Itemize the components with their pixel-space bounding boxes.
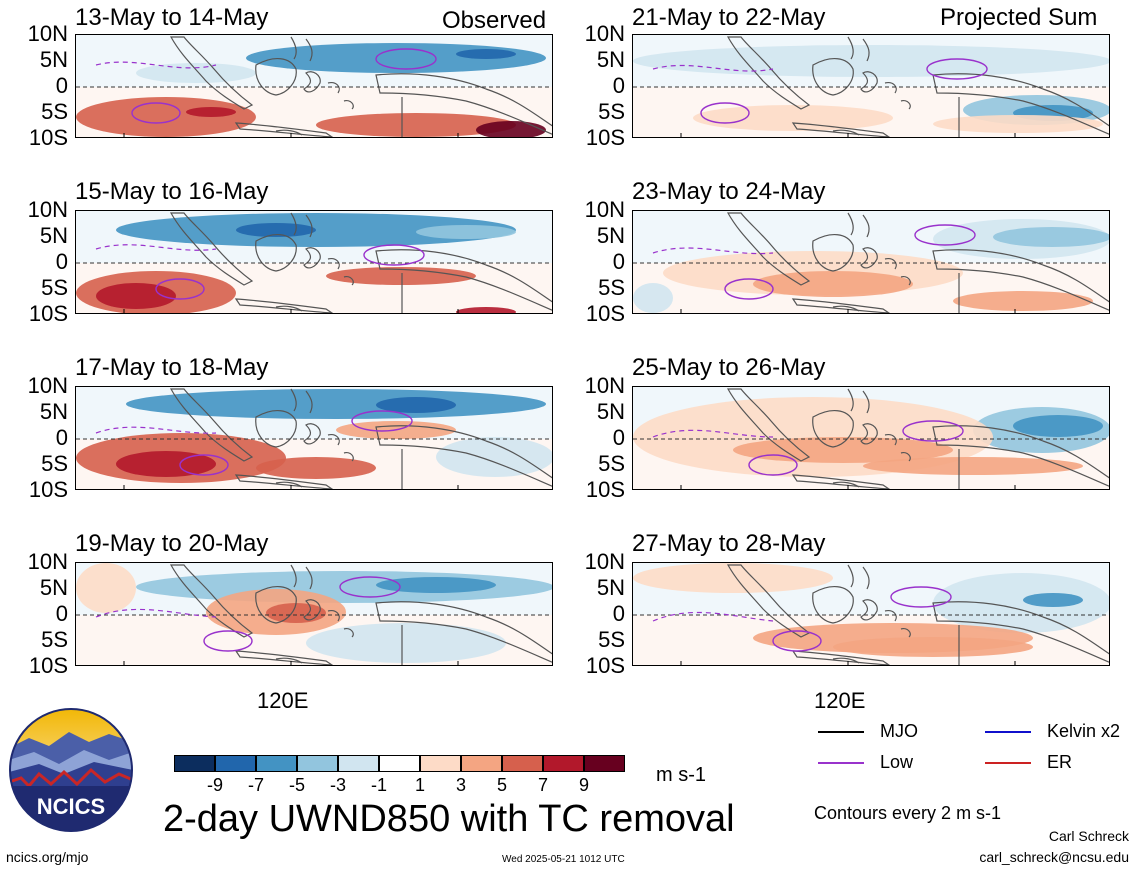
lat-label: 5S bbox=[41, 275, 68, 300]
lat-label: 10N bbox=[27, 21, 68, 46]
legend-line-mjo bbox=[818, 731, 864, 733]
ncics-logo: NCICS bbox=[9, 708, 133, 832]
legend-label: Low bbox=[880, 752, 914, 772]
map-panel-obs-1 bbox=[75, 34, 553, 138]
colorbar-label: -1 bbox=[370, 775, 387, 795]
colorbar-label: 7 bbox=[537, 775, 548, 795]
map-panel-obs-3 bbox=[75, 386, 553, 490]
colorbar-label: -9 bbox=[206, 775, 223, 795]
panel-title: 23-May to 24-May bbox=[632, 178, 826, 205]
colorbar-label: -3 bbox=[329, 775, 346, 795]
legend-line-er bbox=[985, 762, 1031, 764]
lat-label: 5N bbox=[596, 47, 625, 72]
colorbar-label: 3 bbox=[455, 775, 466, 795]
lat-label: 5N bbox=[39, 47, 68, 72]
lat-label: 10N bbox=[584, 197, 625, 222]
lat-label: 0 bbox=[55, 249, 68, 274]
map-panel-proj-3 bbox=[632, 386, 1110, 490]
lat-label: 5N bbox=[596, 399, 625, 424]
lat-label: 10S bbox=[28, 477, 68, 502]
map-panel-proj-4 bbox=[632, 562, 1110, 666]
lon-label-left: 120E bbox=[257, 688, 309, 713]
lat-label: 5N bbox=[596, 223, 625, 248]
lat-label: 5N bbox=[39, 399, 68, 424]
lat-label: 5N bbox=[596, 575, 625, 600]
panel-title: 15-May to 16-May bbox=[75, 178, 269, 205]
lat-label: 5S bbox=[598, 275, 625, 300]
map-panel-obs-2 bbox=[75, 210, 553, 314]
lat-label: 10S bbox=[28, 301, 68, 326]
panel-title: 19-May to 20-May bbox=[75, 530, 269, 557]
lat-label: 5S bbox=[41, 451, 68, 476]
lat-label: 10N bbox=[27, 549, 68, 574]
author-email[interactable]: carl_schreck@ncsu.edu bbox=[979, 849, 1129, 865]
lat-label: 0 bbox=[55, 73, 68, 98]
colorbar-swatch bbox=[174, 755, 215, 772]
legend-line-kelvin bbox=[985, 731, 1031, 733]
logo-text: NCICS bbox=[37, 794, 105, 819]
contours-note: Contours every 2 m s-1 bbox=[814, 803, 1002, 823]
timestamp: Wed 2025-05-21 1012 UTC bbox=[502, 854, 625, 865]
colorbar-swatch bbox=[461, 755, 502, 772]
lat-label: 10S bbox=[585, 301, 625, 326]
colorbar-swatch bbox=[338, 755, 379, 772]
map-panel-proj-2 bbox=[632, 210, 1110, 314]
legend-line-low bbox=[818, 762, 864, 764]
panel-title: 13-May to 14-May bbox=[75, 4, 269, 31]
website-link[interactable]: ncics.org/mjo bbox=[6, 849, 89, 865]
colorbar-swatch bbox=[256, 755, 297, 772]
lat-label: 5S bbox=[598, 99, 625, 124]
lat-label: 5N bbox=[39, 575, 68, 600]
panel-title: 25-May to 26-May bbox=[632, 354, 826, 381]
colorbar-swatch bbox=[584, 755, 625, 772]
colorbar-units: m s-1 bbox=[656, 764, 706, 786]
panel-title: 21-May to 22-May bbox=[632, 4, 826, 31]
lat-label: 10N bbox=[27, 197, 68, 222]
colorbar-swatch bbox=[543, 755, 584, 772]
lat-label: 10S bbox=[28, 125, 68, 150]
lat-label: 0 bbox=[612, 73, 625, 98]
colorbar-label: -7 bbox=[247, 775, 264, 795]
lat-label: 5S bbox=[41, 627, 68, 652]
colorbar-swatch bbox=[420, 755, 461, 772]
legend-label: Kelvin x2 bbox=[1047, 721, 1121, 741]
lon-label-right: 120E bbox=[814, 688, 866, 713]
main-title: 2-day UWND850 with TC removal bbox=[163, 798, 735, 840]
lat-label: 10N bbox=[27, 373, 68, 398]
lat-label: 0 bbox=[612, 601, 625, 626]
panel-corner-label: Observed bbox=[442, 7, 547, 34]
lat-label: 10S bbox=[28, 653, 68, 678]
lat-label: 10N bbox=[584, 549, 625, 574]
colorbar-label: 5 bbox=[496, 775, 507, 795]
colorbar-label: -5 bbox=[288, 775, 305, 795]
lat-label: 5N bbox=[39, 223, 68, 248]
colorbar-swatch bbox=[379, 755, 420, 772]
lat-label: 10S bbox=[585, 477, 625, 502]
legend-label: ER bbox=[1047, 752, 1073, 772]
legend-label: MJO bbox=[880, 721, 918, 741]
lat-label: 5S bbox=[598, 451, 625, 476]
map-panel-obs-4 bbox=[75, 562, 553, 666]
panel-corner-label: Projected Sum bbox=[940, 4, 1098, 31]
author: Carl Schreck bbox=[1048, 828, 1129, 844]
lat-label: 5S bbox=[598, 627, 625, 652]
lat-label: 0 bbox=[612, 249, 625, 274]
lat-label: 10N bbox=[584, 21, 625, 46]
panel-title: 17-May to 18-May bbox=[75, 354, 269, 381]
lat-label: 5S bbox=[41, 99, 68, 124]
map-panel-proj-1 bbox=[632, 34, 1110, 138]
lat-label: 0 bbox=[55, 425, 68, 450]
colorbar-swatch bbox=[502, 755, 543, 772]
lat-label: 10S bbox=[585, 653, 625, 678]
colorbar-swatch bbox=[215, 755, 256, 772]
lat-label: 0 bbox=[612, 425, 625, 450]
colorbar-swatch bbox=[297, 755, 338, 772]
colorbar-label: 9 bbox=[578, 775, 589, 795]
panel-title: 27-May to 28-May bbox=[632, 530, 826, 557]
lat-label: 0 bbox=[55, 601, 68, 626]
lat-label: 10S bbox=[585, 125, 625, 150]
colorbar-label: 1 bbox=[414, 775, 425, 795]
lat-label: 10N bbox=[584, 373, 625, 398]
